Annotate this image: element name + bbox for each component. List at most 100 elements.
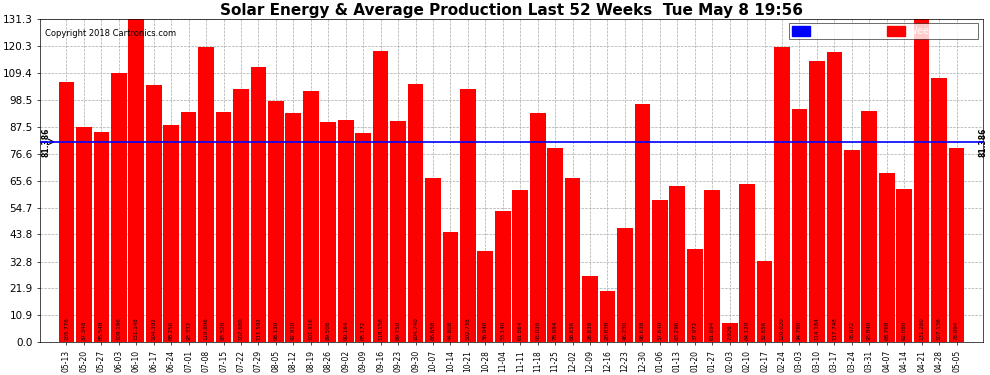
Bar <box>564 178 580 342</box>
Bar <box>321 122 337 342</box>
Text: 90.164: 90.164 <box>344 321 348 340</box>
Bar <box>303 92 319 342</box>
Text: 120.020: 120.020 <box>779 317 784 340</box>
Bar <box>948 148 964 342</box>
Text: 109.196: 109.196 <box>117 317 122 340</box>
Text: 32.856: 32.856 <box>762 321 767 340</box>
Bar <box>181 112 196 342</box>
Bar <box>198 47 214 342</box>
Bar <box>669 186 685 342</box>
Text: 46.230: 46.230 <box>623 321 628 340</box>
Text: 89.750: 89.750 <box>396 321 401 340</box>
Legend: Average (kWh), Weekly (kWh): Average (kWh), Weekly (kWh) <box>789 24 978 39</box>
Text: 57.640: 57.640 <box>657 321 662 340</box>
Bar <box>408 84 424 342</box>
Text: 87.348: 87.348 <box>81 321 86 340</box>
Bar <box>740 184 755 342</box>
Text: 78.994: 78.994 <box>954 321 959 340</box>
Bar <box>809 61 825 342</box>
Text: 78.072: 78.072 <box>849 321 854 340</box>
Bar <box>861 111 877 342</box>
Text: 63.296: 63.296 <box>675 321 680 340</box>
Text: 53.140: 53.140 <box>500 321 505 340</box>
Bar <box>477 251 493 342</box>
Text: 85.548: 85.548 <box>99 321 104 340</box>
Bar <box>687 249 703 342</box>
Text: 96.638: 96.638 <box>640 321 644 340</box>
Text: 26.836: 26.836 <box>587 321 593 340</box>
Text: 44.808: 44.808 <box>447 321 452 340</box>
Text: 119.896: 119.896 <box>204 317 209 340</box>
Text: 89.508: 89.508 <box>326 321 331 340</box>
Text: 64.120: 64.120 <box>744 321 749 340</box>
Bar <box>827 53 842 342</box>
Bar <box>756 261 772 342</box>
Bar <box>635 104 650 342</box>
Bar <box>216 112 232 342</box>
Bar <box>652 200 667 342</box>
Text: 78.994: 78.994 <box>552 321 557 340</box>
Text: 37.972: 37.972 <box>692 321 697 340</box>
Bar <box>774 47 790 342</box>
Text: 94.780: 94.780 <box>797 321 802 340</box>
Bar <box>914 19 930 342</box>
Text: 104.392: 104.392 <box>151 317 156 340</box>
Bar <box>373 51 388 342</box>
Bar <box>233 89 248 342</box>
Bar <box>547 148 563 342</box>
Text: 88.256: 88.256 <box>168 321 173 340</box>
Bar <box>390 121 406 342</box>
Text: 81.386: 81.386 <box>41 127 50 157</box>
Text: 66.658: 66.658 <box>431 321 436 340</box>
Text: 7.926: 7.926 <box>728 324 733 340</box>
Text: 131.280: 131.280 <box>919 317 924 340</box>
Text: 93.036: 93.036 <box>536 321 541 340</box>
Bar <box>844 150 859 342</box>
Text: 104.740: 104.740 <box>413 317 418 340</box>
Bar <box>129 20 145 342</box>
Bar <box>146 85 161 342</box>
Bar <box>600 291 616 342</box>
Bar <box>163 125 179 342</box>
Text: 105.776: 105.776 <box>64 317 69 340</box>
Bar <box>285 114 301 342</box>
Bar <box>338 120 353 342</box>
Bar <box>704 190 720 342</box>
Text: 61.864: 61.864 <box>518 321 523 340</box>
Text: 118.156: 118.156 <box>378 317 383 340</box>
Text: 114.184: 114.184 <box>815 317 820 340</box>
Bar <box>76 127 92 342</box>
Bar <box>792 109 807 342</box>
Title: Solar Energy & Average Production Last 52 Weeks  Tue May 8 19:56: Solar Energy & Average Production Last 5… <box>220 3 803 18</box>
Bar <box>513 190 528 342</box>
Text: 92.910: 92.910 <box>291 321 296 340</box>
Text: 131.148: 131.148 <box>134 317 139 340</box>
Bar <box>722 323 738 342</box>
Text: 62.080: 62.080 <box>902 321 907 340</box>
Text: 36.946: 36.946 <box>483 321 488 340</box>
Bar <box>582 276 598 342</box>
Bar <box>495 211 511 342</box>
Bar <box>58 82 74 342</box>
Bar <box>530 113 545 342</box>
Text: 117.748: 117.748 <box>832 317 837 340</box>
Bar <box>355 132 371 342</box>
Bar <box>617 228 633 342</box>
Bar <box>460 89 476 342</box>
Text: 68.768: 68.768 <box>884 321 889 340</box>
Bar <box>879 173 895 342</box>
Bar <box>93 132 109 342</box>
Bar <box>932 78 947 342</box>
Text: 111.592: 111.592 <box>256 317 261 340</box>
Text: 81.386: 81.386 <box>978 127 987 157</box>
Text: 93.840: 93.840 <box>867 321 872 340</box>
Bar <box>896 189 912 342</box>
Text: 107.136: 107.136 <box>937 317 941 340</box>
Text: 101.916: 101.916 <box>308 317 313 340</box>
Bar <box>443 232 458 342</box>
Text: 61.694: 61.694 <box>710 321 715 340</box>
Text: 20.838: 20.838 <box>605 321 610 340</box>
Text: 93.520: 93.520 <box>221 321 226 340</box>
Bar <box>111 74 127 342</box>
Text: 98.130: 98.130 <box>273 321 278 340</box>
